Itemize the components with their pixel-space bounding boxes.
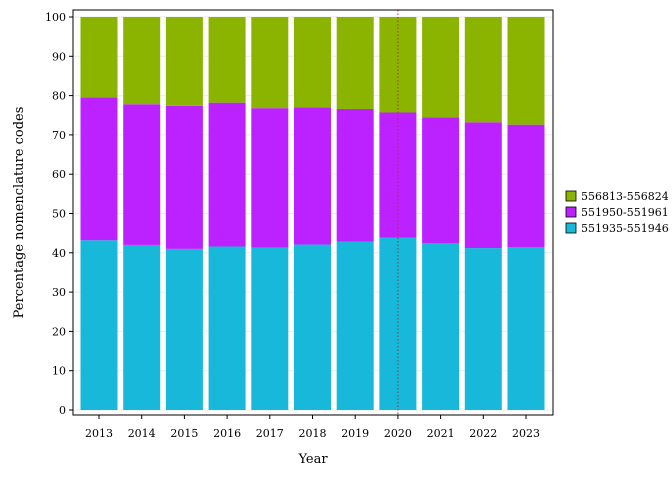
legend-swatch-2 — [565, 222, 577, 234]
bar-2014-series-1 — [123, 104, 161, 245]
bar-2015-series-0 — [165, 248, 203, 410]
bar-2015-series-2 — [165, 17, 203, 106]
y-tick-label-9: 90 — [52, 50, 66, 63]
x-tick-label-8: 2021 — [427, 427, 455, 440]
y-tick-label-1: 10 — [52, 365, 66, 378]
bar-2014-series-2 — [123, 17, 161, 105]
bar-2021-series-2 — [422, 17, 460, 118]
x-tick-label-4: 2017 — [256, 427, 284, 440]
x-tick-label-9: 2022 — [469, 427, 497, 440]
legend: 556813-556824 551950-551961 551935-551946 — [565, 190, 669, 235]
legend-label-0: 556813-556824 — [581, 190, 669, 203]
x-tick-label-3: 2016 — [213, 427, 241, 440]
bar-2013-series-1 — [80, 97, 118, 241]
y-axis: 0 10 20 30 40 50 60 70 80 90 100 — [45, 11, 73, 417]
bar-2019-series-0 — [336, 241, 374, 410]
bar-2016-series-1 — [208, 102, 246, 247]
bar-2018-series-1 — [294, 107, 331, 245]
bar-2023-series-1 — [507, 124, 545, 248]
x-tick-label-10: 2023 — [512, 427, 540, 440]
bar-2022-series-0 — [464, 248, 502, 410]
x-tick-label-5: 2018 — [299, 427, 327, 440]
bar-2019-series-2 — [336, 17, 374, 109]
y-tick-label-10: 100 — [45, 11, 66, 24]
bar-2023-series-0 — [507, 247, 545, 410]
bar-2020-series-2 — [379, 17, 417, 113]
y-axis-title: Percentage nomenclature codes — [12, 107, 27, 319]
bar-2022-series-2 — [464, 17, 502, 123]
bar-2013-series-2 — [80, 17, 118, 98]
y-tick-label-5: 50 — [52, 208, 66, 221]
x-tick-label-1: 2014 — [128, 427, 156, 440]
bar-2016-series-0 — [208, 246, 246, 410]
bar-2015-series-1 — [165, 105, 203, 249]
bar-2021-series-1 — [422, 117, 460, 243]
bar-2016-series-2 — [208, 17, 246, 103]
x-tick-label-6: 2019 — [341, 427, 369, 440]
bar-2018-series-2 — [294, 17, 331, 108]
y-tick-label-7: 70 — [52, 129, 66, 142]
legend-swatch-0 — [565, 190, 577, 202]
bar-2023-series-2 — [507, 17, 545, 125]
bars — [80, 17, 545, 410]
bar-2019-series-1 — [336, 108, 374, 242]
bar-2014-series-0 — [123, 244, 161, 410]
y-tick-label-0: 0 — [59, 404, 66, 417]
legend-label-2: 551935-551946 — [581, 222, 669, 235]
x-tick-label-0: 2013 — [85, 427, 113, 440]
x-tick-label-7: 2020 — [384, 427, 412, 440]
y-tick-label-2: 20 — [52, 325, 66, 338]
y-tick-label-8: 80 — [52, 90, 66, 103]
y-tick-label-4: 40 — [52, 247, 66, 260]
bar-2017-series-0 — [251, 247, 289, 410]
y-tick-label-3: 30 — [52, 286, 66, 299]
x-axis-title: Year — [297, 452, 328, 467]
bar-2013-series-0 — [80, 240, 118, 410]
bar-2018-series-0 — [294, 244, 331, 410]
y-tick-label-6: 60 — [52, 168, 66, 181]
x-tick-label-2: 2015 — [170, 427, 198, 440]
x-axis: 2013 2014 2015 2016 2017 2018 2019 2020 2021 2022… — [85, 415, 540, 440]
bar-2017-series-2 — [251, 17, 289, 109]
legend-label-1: 551950-551961 — [581, 206, 669, 219]
bar-2022-series-1 — [464, 122, 502, 249]
legend-swatch-1 — [565, 206, 577, 218]
bar-2017-series-1 — [251, 108, 289, 248]
bar-2021-series-0 — [422, 242, 460, 410]
